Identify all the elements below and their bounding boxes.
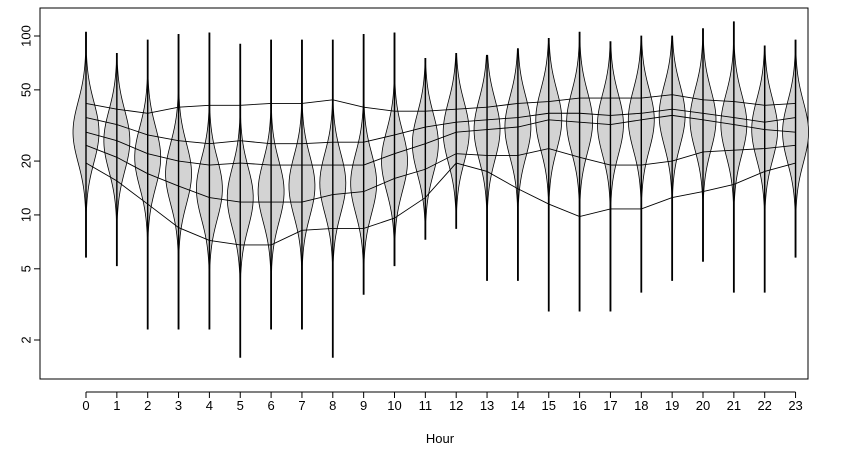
violin-group xyxy=(72,21,809,358)
x-tick-label: 12 xyxy=(449,398,463,413)
x-tick-label: 4 xyxy=(206,398,213,413)
x-tick-label: 17 xyxy=(603,398,617,413)
x-tick-label: 23 xyxy=(788,398,802,413)
y-axis: 2 5 10 20 50 100 xyxy=(18,25,40,344)
x-tick-label: 8 xyxy=(329,398,336,413)
x-tick-label: 0 xyxy=(82,398,89,413)
quantile-line-1 xyxy=(85,162,796,246)
x-axis-label: Hour xyxy=(426,431,455,446)
x-tick-label: 9 xyxy=(360,398,367,413)
y-tick-label: 10 xyxy=(18,208,33,222)
quantile-lines-group xyxy=(85,94,796,246)
x-tick-label: 10 xyxy=(387,398,401,413)
quantile-line-5 xyxy=(85,94,796,114)
quantile-line-3 xyxy=(85,114,796,166)
x-tick-label: 16 xyxy=(572,398,586,413)
x-tick-label: 5 xyxy=(237,398,244,413)
x-tick-label: 22 xyxy=(757,398,771,413)
y-tick-label: 5 xyxy=(18,265,33,272)
x-tick-label: 14 xyxy=(511,398,525,413)
quantile-line-2 xyxy=(85,144,796,203)
x-tick-label: 11 xyxy=(419,398,433,413)
x-tick-label: 15 xyxy=(542,398,556,413)
quantile-line-4 xyxy=(85,108,796,145)
x-tick-label: 3 xyxy=(175,398,182,413)
x-tick-label: 18 xyxy=(634,398,648,413)
y-tick-label: 50 xyxy=(18,83,33,97)
x-tick-label: 21 xyxy=(727,398,741,413)
plot-frame xyxy=(39,7,809,380)
y-tick-label: 100 xyxy=(18,25,33,47)
x-tick-label: 6 xyxy=(267,398,274,413)
x-tick-label: 19 xyxy=(665,398,679,413)
x-tick-label: 7 xyxy=(298,398,305,413)
y-tick-label: 2 xyxy=(18,336,33,343)
x-tick-label: 1 xyxy=(113,398,120,413)
x-tick-label: 20 xyxy=(696,398,710,413)
x-tick-label: 13 xyxy=(480,398,494,413)
x-axis: 0 1 2 3 4 5 6 7 8 9 10 11 12 13 14 15 16 17 18 19 20 21 22 23 xyxy=(82,391,803,413)
y-tick-label: 20 xyxy=(18,154,33,168)
x-tick-label: 2 xyxy=(144,398,151,413)
